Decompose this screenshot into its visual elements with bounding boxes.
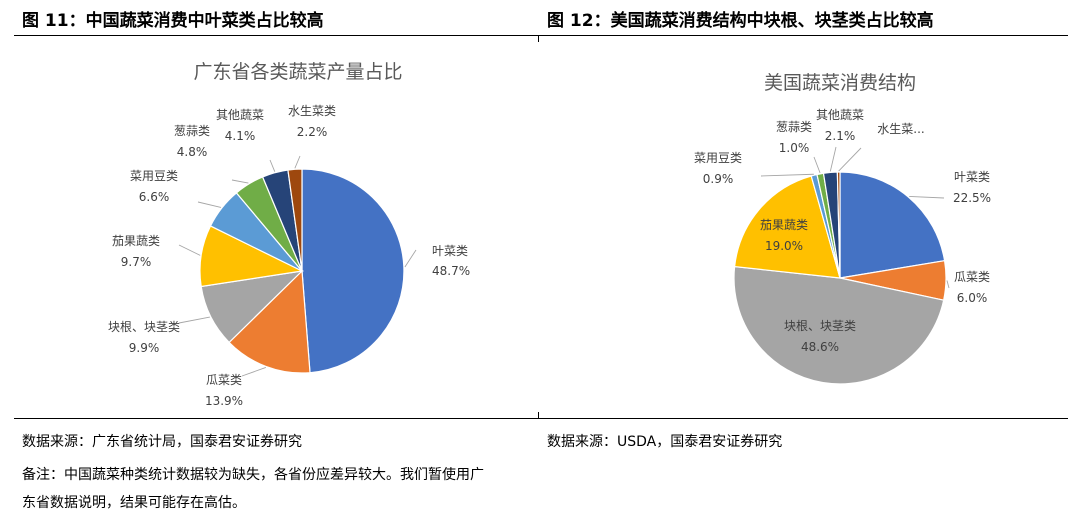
label-beans: 菜用豆类: [130, 169, 178, 183]
top-divider-tick: [538, 36, 539, 42]
value-melon: 6.0%: [957, 291, 988, 305]
leader-line-other-veg: [829, 146, 837, 172]
guangdong-chart-panel: 广东省各类蔬菜产量占比 叶菜类 48.7% 瓜菜类 13.9% 块根、块茎类 9…: [14, 40, 534, 412]
label-fruit-veg: 茄果蔬类: [760, 218, 808, 232]
leader-line-beans: [760, 173, 814, 177]
leader-line-aquatic: [294, 155, 301, 169]
leader-line-onion-garlic: [813, 156, 821, 174]
note-line-1: 备注：中国蔬菜种类统计数据较为缺失，各省份应差异较大。我们暂使用广: [22, 467, 484, 483]
label-leafy: 叶菜类: [954, 170, 990, 184]
leader-lines: [760, 146, 950, 289]
pie-slice-root-tuber: [733, 265, 945, 385]
label-leafy: 叶菜类: [432, 244, 468, 258]
note-line-2: 东省数据说明，结果可能存在高估。: [22, 495, 246, 511]
pie-slice-leafy: [839, 171, 946, 279]
label-aquatic: 水生菜类: [288, 104, 336, 118]
figure-11-caption: 图 11：中国蔬菜消费中叶菜类占比较高: [22, 11, 324, 31]
leader-line-aquatic: [838, 147, 862, 172]
source-left: 数据来源：广东省统计局，国泰君安证券研究: [22, 434, 302, 450]
chart-title: 美国蔬菜消费结构: [764, 72, 916, 94]
leader-line-root-tuber: [178, 316, 210, 324]
label-root-tuber: 块根、块茎类: [784, 319, 856, 333]
label-onion-garlic: 葱蒜类: [174, 124, 210, 138]
bottom-rule: [14, 418, 1068, 419]
usa-pie-chart: 美国蔬菜消费结构 叶菜类 22.5% 瓜菜类 6.0% 块根、块茎类 48.6%…: [694, 72, 991, 385]
leader-line-leafy: [909, 195, 945, 199]
label-other-veg: 其他蔬菜: [216, 108, 264, 122]
value-aquatic: 2.2%: [297, 125, 328, 139]
value-other-veg: 4.1%: [225, 129, 256, 143]
leader-line-fruit-veg: [178, 244, 201, 256]
label-melon: 瓜菜类: [206, 373, 242, 387]
slice-labels: 叶菜类 48.7% 瓜菜类 13.9% 块根、块茎类 9.9% 茄果蔬类 9.7…: [108, 104, 470, 408]
leader-line-onion-garlic: [231, 179, 249, 184]
leader-line-leafy: [404, 249, 417, 268]
slice-labels: 叶菜类 22.5% 瓜菜类 6.0% 块根、块茎类 48.6% 茄果蔬类 19.…: [694, 108, 991, 354]
usa-chart-panel: 美国蔬菜消费结构 叶菜类 22.5% 瓜菜类 6.0% 块根、块茎类 48.6%…: [546, 40, 1066, 412]
value-fruit-veg: 19.0%: [765, 239, 803, 253]
pie-slice-leafy: [301, 168, 405, 374]
source-right: 数据来源：USDA，国泰君安证券研究: [547, 434, 783, 450]
label-aquatic: 水生菜...: [877, 122, 924, 136]
leader-line-beans: [197, 201, 222, 208]
value-leafy: 48.7%: [432, 264, 470, 278]
value-other-veg: 2.1%: [825, 129, 856, 143]
label-other-veg: 其他蔬菜: [816, 108, 864, 122]
pie-slice-aquatic: [287, 168, 303, 272]
label-melon: 瓜菜类: [954, 270, 990, 284]
leader-line-melon: [946, 280, 950, 289]
leader-line-other-veg: [269, 159, 276, 172]
leader-lines: [178, 155, 417, 377]
pie-slices: [733, 171, 947, 385]
figure-12-caption: 图 12：美国蔬菜消费结构中块根、块茎类占比较高: [547, 11, 934, 31]
pie-slice-aquatic: [836, 171, 841, 279]
label-root-tuber: 块根、块茎类: [108, 320, 180, 334]
value-melon: 13.9%: [205, 394, 243, 408]
pie-slice-fruit-veg: [733, 175, 841, 279]
value-onion-garlic: 4.8%: [177, 145, 208, 159]
label-fruit-veg: 茄果蔬类: [112, 234, 160, 248]
pie-slices: [199, 168, 405, 374]
label-beans: 菜用豆类: [694, 151, 742, 165]
value-leafy: 22.5%: [953, 191, 991, 205]
label-onion-garlic: 葱蒜类: [776, 120, 812, 134]
value-root-tuber: 9.9%: [129, 341, 160, 355]
bottom-divider-tick: [538, 412, 539, 418]
chart-title: 广东省各类蔬菜产量占比: [193, 61, 402, 83]
value-onion-garlic: 1.0%: [779, 141, 810, 155]
guangdong-pie-chart: 广东省各类蔬菜产量占比 叶菜类 48.7% 瓜菜类 13.9% 块根、块茎类 9…: [108, 61, 470, 408]
leader-line-melon: [241, 367, 267, 377]
value-beans: 0.9%: [703, 172, 734, 186]
top-rule: [14, 35, 1068, 36]
pie-slice-melon: [228, 269, 311, 374]
value-fruit-veg: 9.7%: [121, 255, 152, 269]
value-beans: 6.6%: [139, 190, 170, 204]
value-root-tuber: 48.6%: [801, 340, 839, 354]
